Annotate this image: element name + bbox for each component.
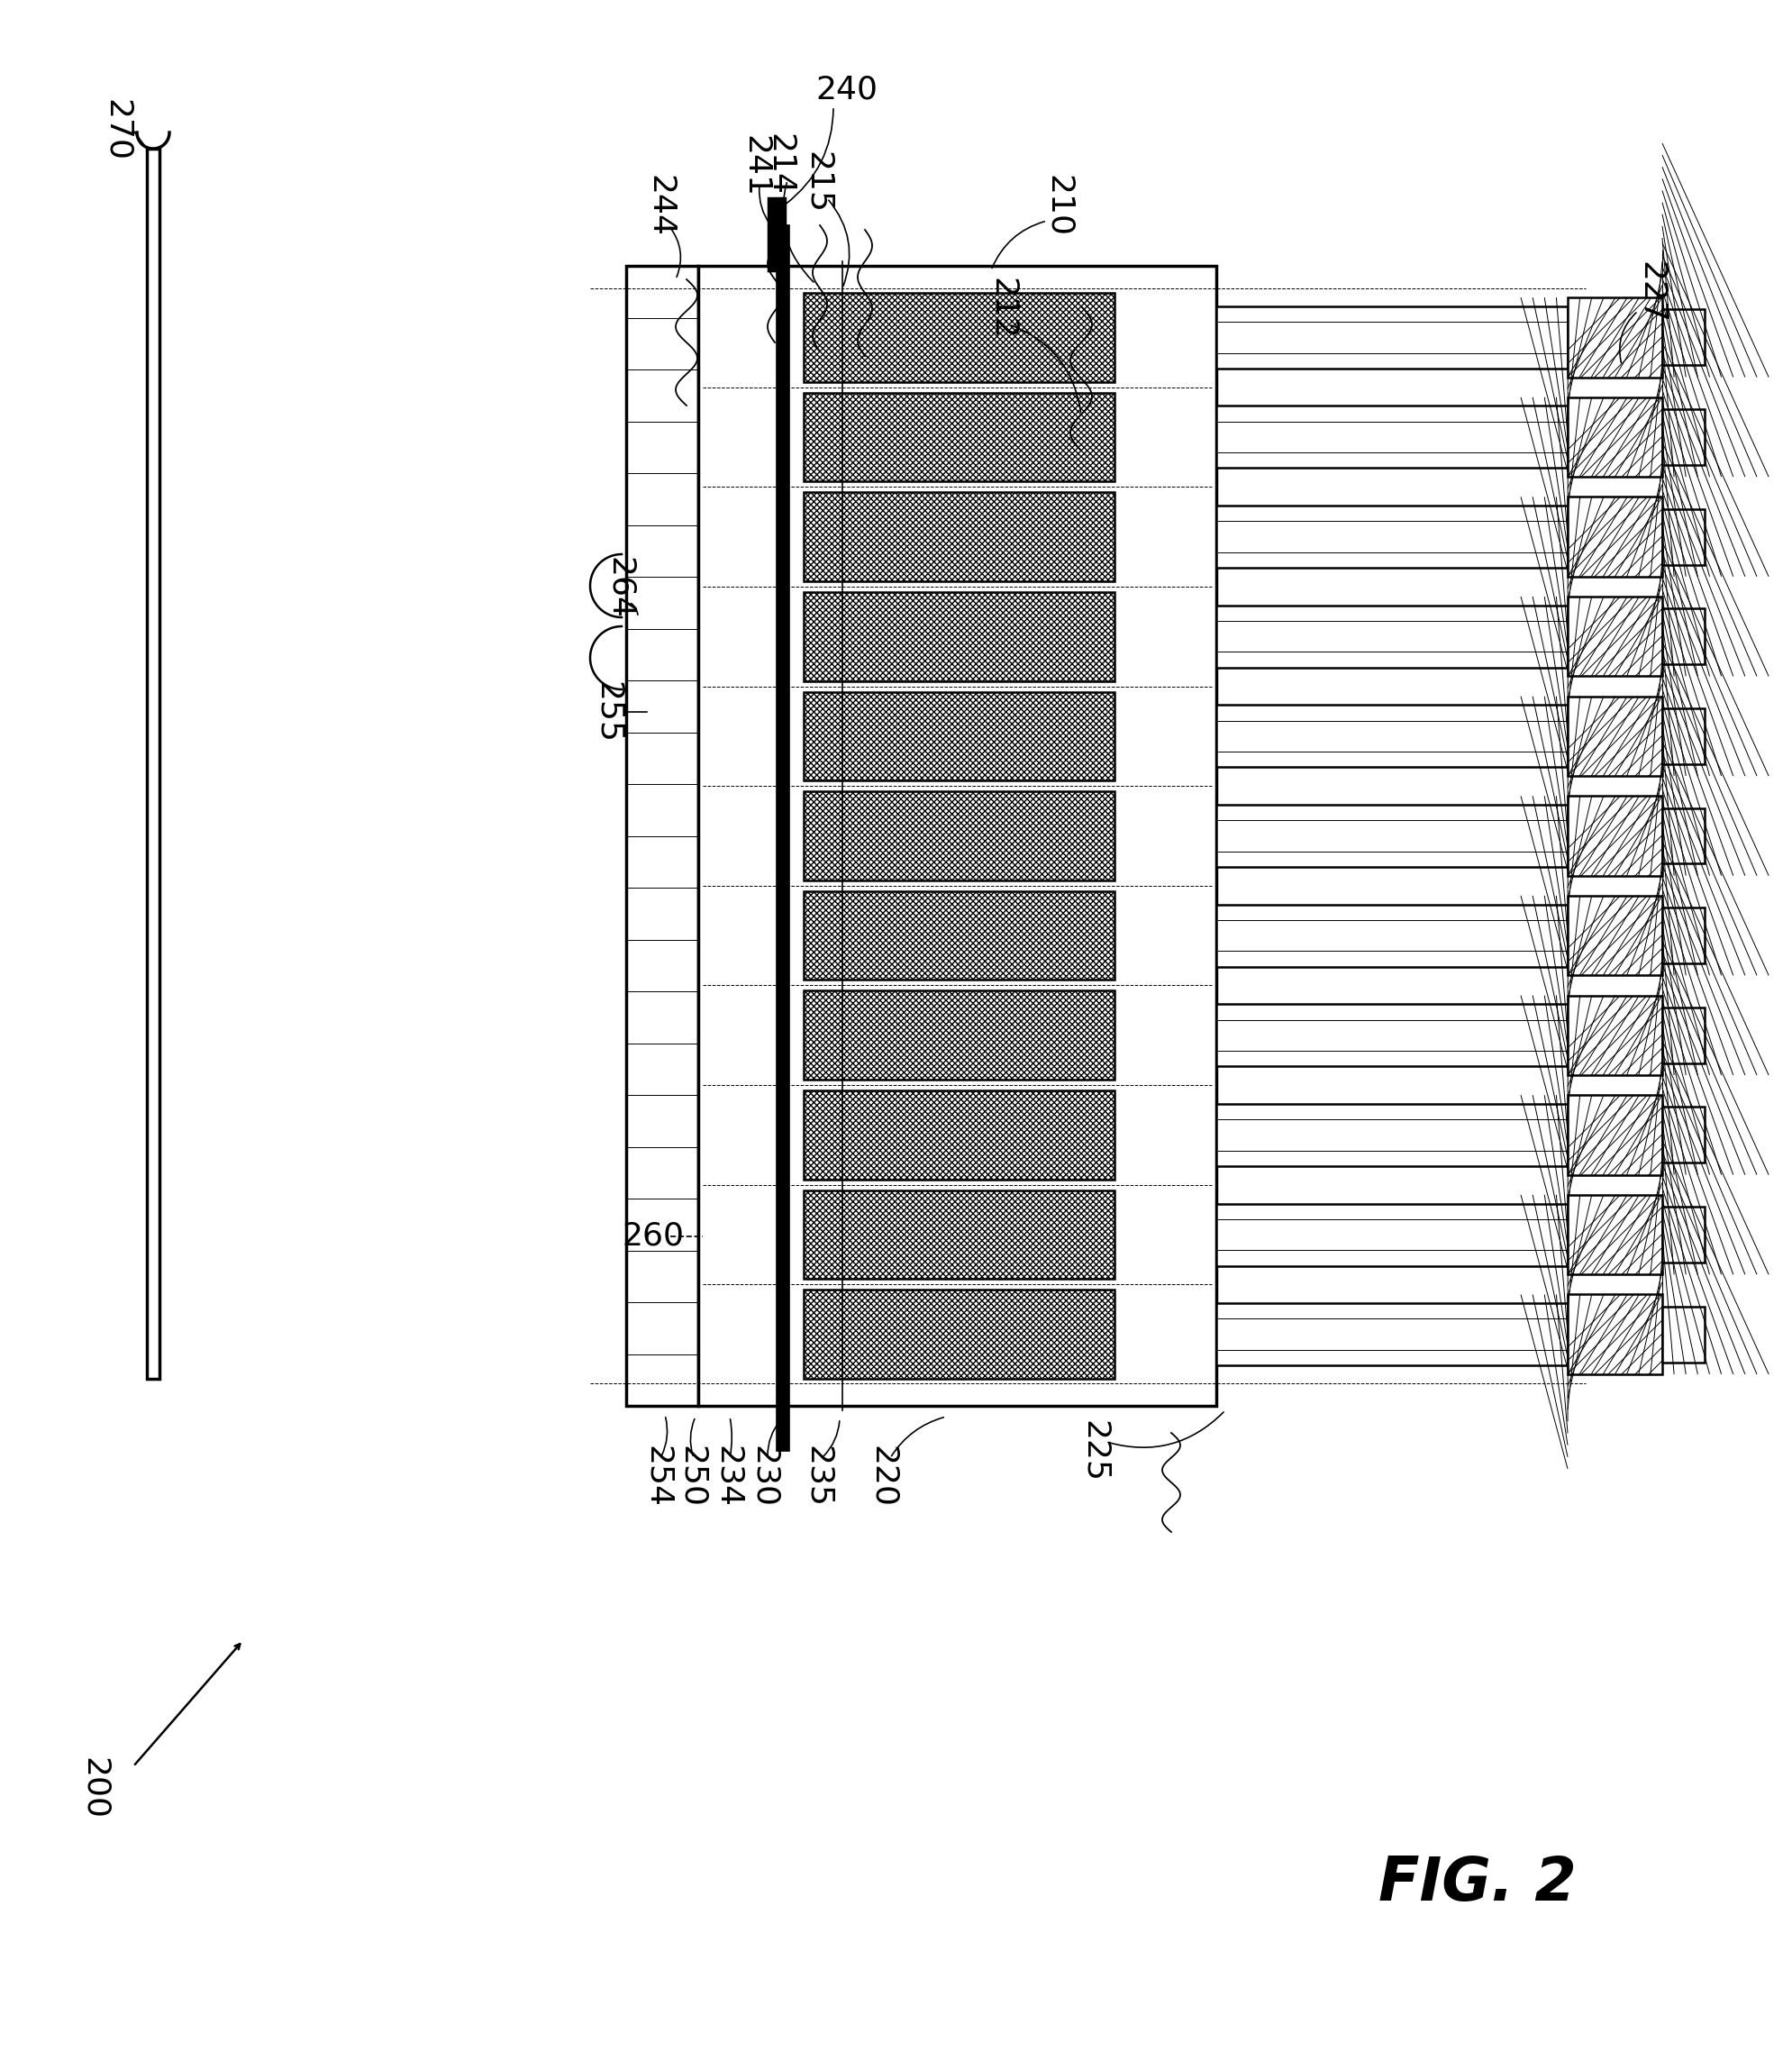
- Bar: [1217, 706, 1568, 768]
- Text: 200: 200: [79, 1757, 109, 1820]
- Bar: [1217, 505, 1568, 567]
- Text: 234: 234: [713, 1445, 744, 1507]
- Bar: [1217, 1203, 1568, 1265]
- Text: 214: 214: [763, 132, 794, 195]
- Text: 235: 235: [803, 1445, 833, 1507]
- Bar: [1217, 604, 1568, 667]
- Bar: [803, 592, 1115, 681]
- Bar: [1568, 397, 1663, 476]
- Bar: [1568, 298, 1663, 377]
- Bar: [1663, 1107, 1704, 1163]
- Bar: [1568, 996, 1663, 1074]
- Text: 241: 241: [740, 137, 771, 199]
- Bar: [803, 1290, 1115, 1379]
- Bar: [1663, 1008, 1704, 1064]
- Bar: [803, 1190, 1115, 1279]
- Bar: [1568, 896, 1663, 975]
- Text: 254: 254: [642, 1445, 674, 1507]
- Bar: [1663, 410, 1704, 466]
- Text: 255: 255: [593, 681, 624, 743]
- Text: 210: 210: [1043, 174, 1073, 236]
- Bar: [1217, 306, 1568, 368]
- Bar: [803, 1091, 1115, 1180]
- Bar: [1568, 497, 1663, 578]
- Bar: [147, 149, 159, 1379]
- Bar: [1217, 1304, 1568, 1366]
- Bar: [625, 265, 699, 1406]
- Bar: [1217, 1103, 1568, 1165]
- Bar: [1663, 807, 1704, 863]
- Text: 220: 220: [867, 1445, 898, 1507]
- Bar: [1663, 1207, 1704, 1263]
- Text: 212: 212: [987, 277, 1018, 339]
- Bar: [1568, 1194, 1663, 1275]
- Bar: [1663, 907, 1704, 963]
- Bar: [1568, 1294, 1663, 1374]
- Bar: [1217, 905, 1568, 967]
- Bar: [803, 691, 1115, 780]
- Bar: [1663, 609, 1704, 664]
- Bar: [803, 791, 1115, 880]
- Text: 240: 240: [815, 75, 878, 106]
- Text: 264: 264: [604, 557, 634, 619]
- Bar: [1568, 596, 1663, 677]
- Bar: [776, 226, 788, 1451]
- Bar: [1663, 509, 1704, 565]
- Bar: [803, 992, 1115, 1081]
- Text: 215: 215: [803, 151, 833, 213]
- Bar: [699, 265, 1217, 1406]
- Text: 227: 227: [1636, 261, 1667, 325]
- Bar: [1568, 1095, 1663, 1176]
- Bar: [1217, 406, 1568, 468]
- Bar: [769, 199, 785, 271]
- Text: 244: 244: [643, 174, 676, 236]
- Text: 260: 260: [622, 1221, 685, 1252]
- Bar: [803, 890, 1115, 979]
- Bar: [803, 493, 1115, 582]
- Bar: [1568, 797, 1663, 876]
- Bar: [1663, 308, 1704, 364]
- Bar: [1663, 1306, 1704, 1362]
- Text: 230: 230: [749, 1445, 780, 1507]
- Bar: [803, 393, 1115, 482]
- Text: 225: 225: [1079, 1420, 1109, 1482]
- Text: 270: 270: [102, 99, 133, 161]
- Bar: [1663, 708, 1704, 764]
- Bar: [1217, 805, 1568, 867]
- Bar: [1568, 696, 1663, 776]
- Bar: [803, 292, 1115, 381]
- Text: 250: 250: [677, 1445, 708, 1507]
- Bar: [1217, 1004, 1568, 1066]
- Text: FIG. 2: FIG. 2: [1378, 1855, 1577, 1913]
